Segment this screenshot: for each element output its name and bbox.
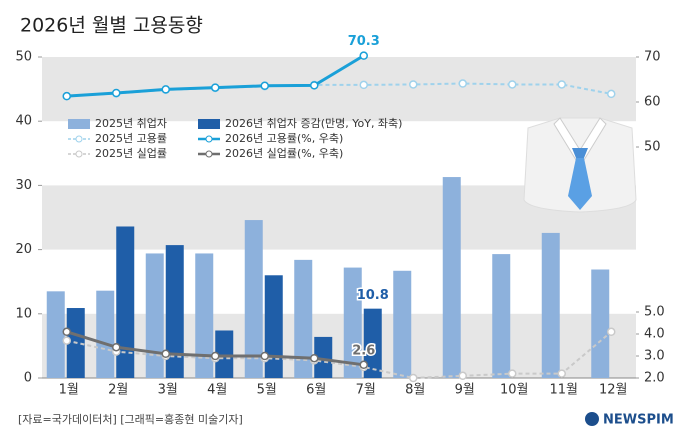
x-tick-label: 2월 bbox=[108, 383, 128, 398]
x-tick-label: 6월 bbox=[306, 383, 326, 398]
line-point bbox=[62, 327, 71, 337]
y3-tick-label: 2.0 bbox=[644, 371, 665, 386]
legend-label: 2026년 고용률(%, 우축) bbox=[225, 132, 343, 145]
bar bbox=[145, 253, 164, 378]
y-tick-label: 30 bbox=[15, 178, 32, 193]
y2-tick-label: 50 bbox=[644, 140, 661, 155]
logo-icon bbox=[585, 412, 599, 426]
data-label: 10.8 bbox=[357, 288, 389, 303]
bar bbox=[264, 275, 283, 378]
line-point bbox=[161, 349, 170, 359]
bar bbox=[492, 254, 511, 378]
source-note: [자료=국가데이터처] [그래픽=홍종현 미술기자] bbox=[18, 412, 243, 426]
legend-marker bbox=[205, 135, 213, 143]
line-point bbox=[211, 351, 220, 361]
line-point bbox=[557, 80, 566, 89]
legend-label: 2026년 취업자 증감(만명, YoY, 좌축) bbox=[225, 117, 402, 130]
shirt-illustration bbox=[523, 117, 637, 213]
bar bbox=[116, 226, 135, 378]
legend-label: 2025년 취업자 bbox=[95, 117, 167, 130]
logo: NEWSPIM bbox=[603, 413, 674, 428]
y3-tick-label: 5.0 bbox=[644, 305, 665, 320]
x-tick-label: 11월 bbox=[549, 383, 578, 398]
bar bbox=[195, 253, 214, 378]
y-tick-label: 50 bbox=[15, 50, 32, 65]
x-tick-label: 5월 bbox=[257, 383, 277, 398]
y2-tick-label: 70 bbox=[644, 50, 661, 65]
line-point bbox=[409, 80, 418, 89]
line-point bbox=[458, 371, 467, 381]
line-point bbox=[112, 342, 121, 352]
legend-label: 2025년 실업률 bbox=[95, 147, 167, 160]
legend: 2025년 취업자 2026년 취업자 증감(만명, YoY, 좌축) 2025년 … bbox=[68, 117, 402, 160]
plot: 0 10 20 30 40 50 50 60 70 2.0 3.0 4.0 5.0 1월 2월 3월 4월 5월 6… bbox=[15, 33, 665, 398]
y3-tick-label: 4.0 bbox=[644, 327, 665, 342]
data-label: 2.6 bbox=[352, 343, 375, 358]
line-point bbox=[359, 360, 368, 370]
legend-swatch bbox=[68, 119, 90, 129]
background bbox=[38, 56, 636, 379]
line-point bbox=[310, 81, 319, 90]
y-tick-label: 10 bbox=[15, 306, 32, 321]
bar bbox=[393, 270, 412, 378]
line-point bbox=[359, 51, 368, 60]
legend-marker bbox=[75, 150, 83, 158]
line-point bbox=[112, 88, 121, 98]
line-point bbox=[260, 81, 269, 91]
bar bbox=[215, 330, 234, 378]
line-point bbox=[508, 80, 517, 89]
line-point bbox=[409, 373, 418, 383]
y-tick-label: 40 bbox=[15, 114, 32, 129]
data-label: 70.3 bbox=[348, 34, 380, 49]
line-point bbox=[260, 351, 269, 361]
y3-tick-label: 3.0 bbox=[644, 349, 665, 364]
legend-marker bbox=[75, 135, 83, 143]
bar bbox=[343, 267, 362, 378]
legend-label: 2026년 실업률(%, 우축) bbox=[225, 147, 343, 160]
x-tick-label: 10월 bbox=[500, 383, 529, 398]
bar bbox=[96, 290, 115, 378]
chart-title: 2026년 월별 고용동향 bbox=[20, 15, 203, 37]
line-point bbox=[607, 327, 616, 337]
bar bbox=[442, 177, 461, 378]
x-tick-label: 3월 bbox=[158, 383, 178, 398]
x-tick-label: 8월 bbox=[405, 383, 425, 398]
line-point bbox=[310, 353, 319, 363]
x-tick-label: 9월 bbox=[455, 383, 475, 398]
bar bbox=[244, 220, 263, 378]
bar bbox=[541, 232, 560, 378]
legend-label: 2025년 고용률 bbox=[95, 132, 167, 145]
line-point bbox=[62, 336, 71, 345]
line-point bbox=[161, 85, 170, 94]
line-point bbox=[607, 89, 616, 99]
line-point bbox=[557, 369, 566, 378]
line bbox=[66, 331, 612, 380]
background-band bbox=[42, 313, 636, 378]
bar bbox=[165, 245, 184, 378]
x-tick-label: 1월 bbox=[59, 383, 79, 398]
bar bbox=[314, 336, 333, 378]
bar bbox=[294, 259, 313, 378]
bar bbox=[363, 308, 382, 378]
line-point bbox=[359, 80, 368, 90]
x-tick-label: 4월 bbox=[207, 383, 227, 398]
y2-tick-label: 60 bbox=[644, 95, 661, 110]
line-point bbox=[62, 91, 71, 101]
line-point bbox=[508, 369, 517, 378]
bar bbox=[591, 269, 610, 378]
bar bbox=[46, 291, 65, 378]
x-tick-label: 12월 bbox=[599, 383, 628, 398]
x-tick-label: 7월 bbox=[356, 383, 376, 398]
legend-swatch bbox=[198, 119, 220, 129]
background-band bbox=[42, 57, 636, 122]
legend-marker bbox=[205, 150, 213, 158]
line-point bbox=[458, 79, 467, 88]
line-point bbox=[211, 83, 220, 92]
y-tick-label: 0 bbox=[24, 371, 32, 386]
y-tick-label: 20 bbox=[15, 242, 32, 257]
